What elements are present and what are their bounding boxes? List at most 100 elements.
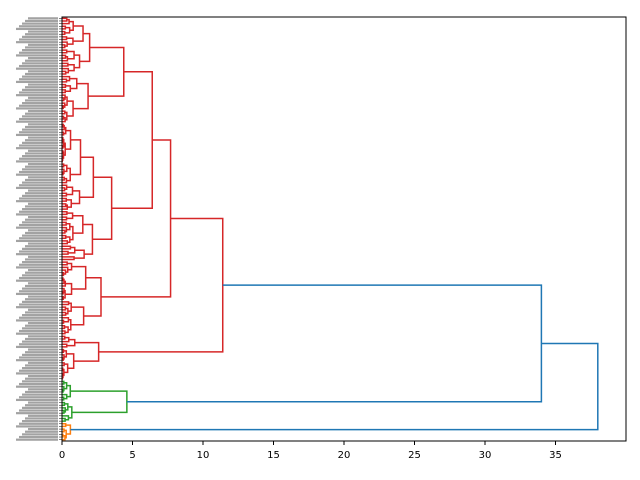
dendrogram-link <box>66 37 74 45</box>
dendrogram-links <box>61 17 599 441</box>
leaf-label <box>28 149 58 152</box>
dendrogram-link <box>62 317 70 323</box>
dendrogram-link <box>62 17 68 22</box>
dendrogram-link <box>62 311 67 316</box>
leaf-label <box>16 279 58 282</box>
leaf-label <box>25 337 58 341</box>
leaf-label <box>22 287 58 290</box>
dendrogram-link <box>62 396 65 401</box>
leaf-label <box>22 380 58 383</box>
leaf-label <box>16 147 58 150</box>
leaf-label <box>16 359 58 362</box>
dendrogram-link <box>62 54 67 59</box>
leaf-label <box>19 343 58 346</box>
dendrogram-link <box>62 197 68 202</box>
leaf-label <box>25 99 58 102</box>
leaf-label <box>28 414 58 417</box>
dendrogram-link <box>62 417 66 422</box>
dendrogram-link <box>70 390 128 414</box>
dendrogram-link <box>74 249 85 259</box>
leaf-label <box>16 200 58 203</box>
leaf-label <box>25 404 58 407</box>
dendrogram-link <box>62 151 65 159</box>
dendrogram-link <box>98 217 224 353</box>
leaf-label <box>22 340 58 343</box>
dendrogram-link <box>62 216 68 221</box>
dendrogram-link <box>71 265 87 290</box>
dendrogram-link <box>111 71 153 210</box>
dendrogram-link <box>62 102 66 108</box>
leaf-label <box>22 420 58 423</box>
leaf-label <box>16 133 58 137</box>
leaf-label <box>19 131 58 134</box>
leaf-label <box>25 430 58 433</box>
dendrogram-link <box>79 32 91 63</box>
leaf-label <box>16 27 58 31</box>
dendrogram-link <box>62 271 65 277</box>
leaf-label <box>28 242 58 245</box>
leaf-label <box>16 239 58 243</box>
leaf-label <box>28 56 58 60</box>
leaf-label <box>19 263 58 266</box>
leaf-label <box>16 253 58 256</box>
leaf-label <box>19 356 58 359</box>
leaf-label <box>19 117 58 121</box>
leaf-label <box>25 139 58 142</box>
leaf-label <box>22 102 58 105</box>
dendrogram-link <box>63 142 66 156</box>
leaf-labels <box>16 17 62 441</box>
dendrogram-link <box>63 381 68 390</box>
leaf-label <box>25 46 58 49</box>
leaf-label <box>25 72 58 76</box>
leaf-label <box>28 136 58 139</box>
leaf-label <box>22 300 58 303</box>
leaf-label <box>25 324 58 327</box>
leaf-label <box>22 393 58 396</box>
leaf-label <box>19 38 58 41</box>
leaf-label <box>19 435 58 439</box>
dendrogram-link <box>69 77 78 90</box>
dendrogram-link <box>62 415 70 421</box>
leaf-label <box>16 412 58 415</box>
leaf-label <box>19 409 58 412</box>
leaf-label <box>22 221 58 224</box>
dendrogram-link <box>72 215 84 234</box>
leaf-label <box>16 425 58 428</box>
leaf-label <box>16 94 58 97</box>
leaf-label <box>25 364 58 367</box>
dendrogram-link <box>66 338 76 347</box>
leaf-label <box>25 19 58 23</box>
dendrogram-link <box>63 164 68 173</box>
leaf-label <box>22 327 58 330</box>
dendrogram-link <box>62 94 66 100</box>
dendrogram-link <box>126 284 543 403</box>
dendrogram-link <box>62 78 68 83</box>
dendrogram-link <box>62 256 75 261</box>
leaf-label <box>28 202 58 205</box>
leaf-label <box>22 353 58 356</box>
dendrogram-link <box>62 163 65 168</box>
leaf-label <box>25 192 58 195</box>
leaf-label <box>19 316 58 319</box>
dendrogram-link <box>62 226 68 233</box>
leaf-label <box>19 104 58 107</box>
leaf-label <box>16 67 58 70</box>
dendrogram-link <box>62 25 67 30</box>
leaf-label <box>25 351 58 354</box>
dendrogram-link <box>68 246 76 254</box>
dendrogram-link <box>62 229 66 234</box>
leaf-label <box>25 86 58 89</box>
leaf-label <box>16 41 58 44</box>
leaf-label <box>22 367 58 370</box>
leaf-label <box>22 62 58 65</box>
leaf-label <box>16 160 58 163</box>
dendrogram-link <box>62 245 72 250</box>
leaf-label <box>22 115 58 118</box>
leaf-label <box>28 427 58 431</box>
dendrogram-link <box>62 89 67 94</box>
dendrogram-link <box>62 70 67 75</box>
dendrogram-link <box>92 176 113 241</box>
leaf-label <box>16 438 58 441</box>
dendrogram-link <box>62 18 70 25</box>
